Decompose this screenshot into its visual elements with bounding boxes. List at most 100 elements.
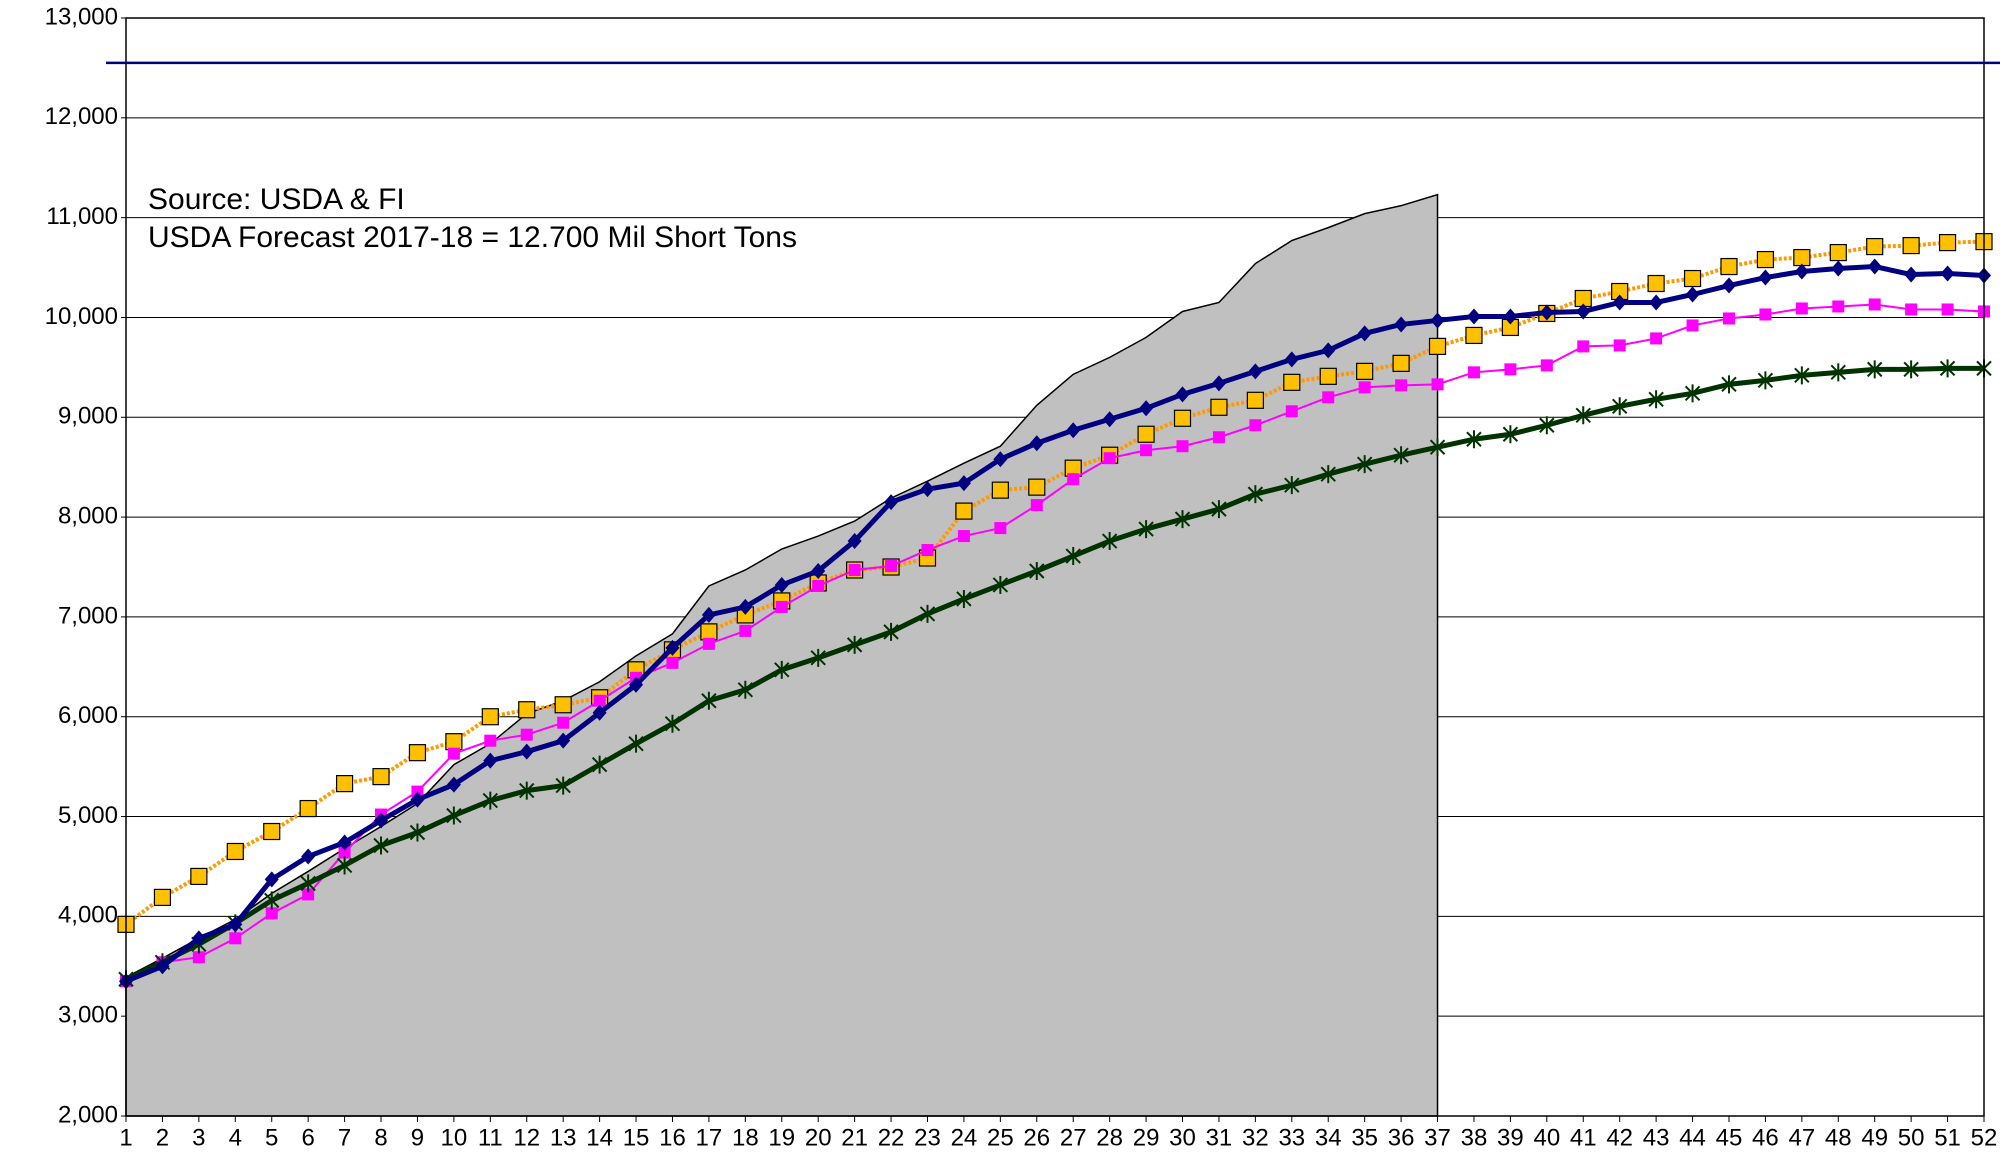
marker	[739, 624, 752, 637]
x-tick-label: 11	[478, 1124, 503, 1151]
x-tick-label: 47	[1788, 1124, 1815, 1151]
marker	[1829, 243, 1847, 262]
x-tick-label: 51	[1934, 1124, 1961, 1151]
x-tick-label: 42	[1606, 1124, 1633, 1151]
marker	[1139, 400, 1154, 417]
marker	[337, 834, 352, 851]
marker	[336, 856, 353, 875]
y-tick-label: 10,000	[45, 303, 118, 330]
marker	[1212, 431, 1225, 444]
marker	[1028, 478, 1046, 496]
line	[125, 303, 1985, 983]
line	[124, 365, 1984, 982]
marker	[1138, 520, 1154, 539]
x-tick-label: 6	[301, 1124, 314, 1151]
x-tick-label: 41	[1570, 1124, 1597, 1151]
x-tick-label: 45	[1716, 1124, 1743, 1151]
marker	[774, 576, 789, 593]
marker	[1140, 444, 1153, 457]
marker	[1029, 561, 1045, 580]
marker	[956, 475, 971, 492]
marker	[226, 842, 244, 861]
marker	[409, 823, 426, 842]
marker	[1757, 371, 1774, 390]
x-tick-label: 21	[841, 1124, 868, 1151]
marker	[811, 562, 826, 579]
marker	[1320, 465, 1336, 484]
marker	[919, 604, 936, 623]
x-tick-label: 3	[192, 1124, 205, 1151]
marker	[300, 874, 316, 893]
marker	[1903, 360, 1919, 379]
marker	[1358, 381, 1371, 394]
x-tick-label: 16	[659, 1124, 686, 1151]
marker	[1283, 373, 1301, 391]
marker	[702, 637, 715, 650]
marker	[374, 812, 389, 829]
annotation-box	[140, 178, 915, 260]
x-tick-label: 23	[914, 1124, 941, 1151]
y-tick-label: 4,000	[58, 902, 118, 929]
marker	[1830, 363, 1846, 382]
marker	[1395, 379, 1408, 392]
marker	[1759, 308, 1772, 321]
annotation: USDA Forecast 2017-18 = 12.700 Mil Short…	[148, 221, 797, 254]
x-tick-label: 38	[1461, 1124, 1488, 1151]
marker	[700, 623, 718, 641]
marker	[373, 836, 389, 855]
marker	[846, 635, 863, 654]
marker	[628, 734, 644, 753]
marker	[1721, 375, 1737, 394]
marker	[1249, 419, 1262, 432]
marker	[1356, 455, 1373, 474]
x-tick-label: 13	[550, 1124, 577, 1151]
marker	[518, 701, 536, 719]
marker	[847, 533, 862, 550]
marker	[1575, 406, 1591, 425]
marker	[1322, 391, 1335, 404]
marker	[264, 871, 279, 888]
x-tick-label: 37	[1424, 1124, 1451, 1151]
marker	[1102, 411, 1117, 428]
marker	[956, 589, 972, 608]
marker	[592, 704, 607, 721]
marker	[920, 481, 935, 498]
marker	[1321, 342, 1336, 359]
line	[125, 264, 1985, 984]
x-tick-label: 4	[229, 1124, 242, 1151]
marker	[666, 656, 679, 669]
marker	[1284, 351, 1299, 368]
x-tick-label: 31	[1206, 1124, 1233, 1151]
marker	[737, 680, 754, 699]
y-tick-label: 11,000	[46, 203, 118, 230]
marker	[593, 694, 606, 707]
marker	[484, 734, 497, 747]
marker	[957, 530, 970, 543]
marker	[556, 732, 571, 749]
x-tick-label: 46	[1752, 1124, 1779, 1151]
marker	[1285, 405, 1298, 418]
marker	[1428, 337, 1447, 356]
marker	[921, 544, 934, 557]
x-tick-label: 43	[1643, 1124, 1670, 1151]
x-tick-label: 15	[623, 1124, 650, 1151]
marker	[1793, 248, 1811, 267]
marker	[1174, 510, 1191, 529]
marker	[372, 768, 390, 786]
marker	[1795, 302, 1808, 315]
marker	[1866, 237, 1884, 256]
marker	[191, 930, 206, 947]
marker	[264, 891, 280, 910]
line	[124, 239, 1985, 926]
marker	[1029, 435, 1044, 452]
marker	[885, 560, 898, 573]
x-tick-label: 27	[1060, 1124, 1087, 1151]
marker	[848, 563, 861, 576]
marker	[1940, 265, 1955, 282]
marker	[301, 848, 316, 865]
marker	[1904, 266, 1919, 283]
marker	[482, 791, 499, 810]
x-tick-label: 9	[411, 1124, 424, 1151]
annotation: Source: USDA & FI	[148, 183, 405, 216]
marker	[1356, 362, 1374, 380]
